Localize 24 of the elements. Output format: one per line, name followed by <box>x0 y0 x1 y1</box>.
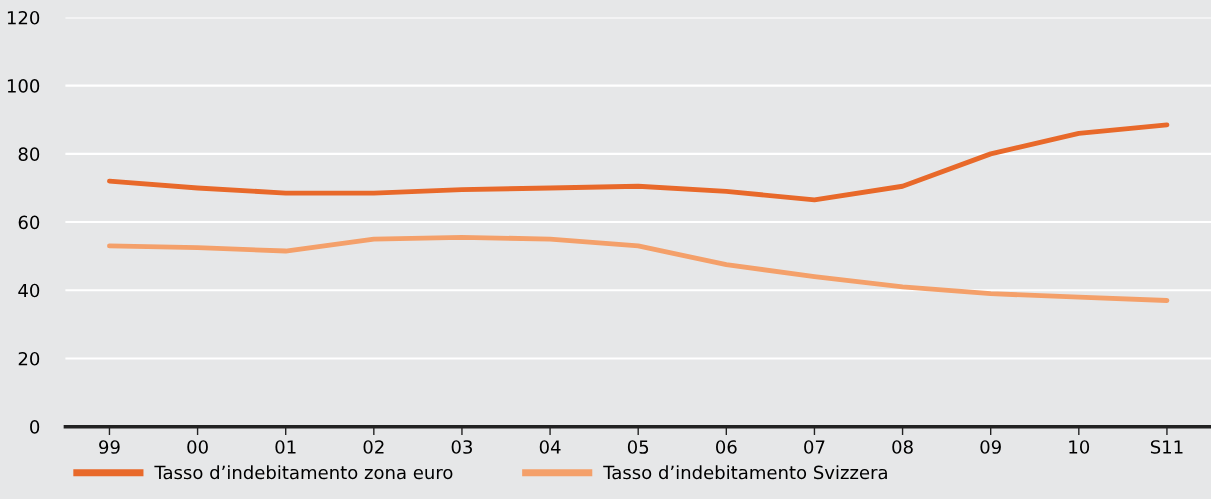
legend-label: Tasso d’indebitamento zona euro <box>154 465 453 480</box>
legend-label: Tasso d’indebitamento Svizzera <box>603 465 887 480</box>
x-tick-label: 07 <box>804 440 825 454</box>
x-tick-label: 00 <box>187 440 208 454</box>
y-tick-label: 100 <box>7 79 40 93</box>
line-series <box>107 122 1170 203</box>
x-tick-label: 99 <box>99 440 120 454</box>
x-tick-label: 06 <box>716 440 737 454</box>
y-tick-label: 0 <box>30 420 40 434</box>
y-tick-label: 40 <box>18 283 40 298</box>
x-tick-label: 03 <box>451 440 472 454</box>
y-tick-label: 80 <box>18 147 40 161</box>
x-tick-label: 08 <box>892 440 913 454</box>
x-tick-label: S11 <box>1150 440 1183 454</box>
y-tick-label: 20 <box>18 351 40 366</box>
x-tick-label: 01 <box>275 440 296 454</box>
x-tick-label: 09 <box>980 440 1001 454</box>
y-tick-label: 60 <box>18 215 40 230</box>
x-tick-label: 04 <box>539 440 561 454</box>
y-tick-label: 120 <box>7 10 40 25</box>
x-tick-label: 02 <box>363 440 384 454</box>
x-tick-label: 10 <box>1069 440 1090 454</box>
x-tick-label: 05 <box>627 440 649 454</box>
line-series <box>107 234 1170 303</box>
